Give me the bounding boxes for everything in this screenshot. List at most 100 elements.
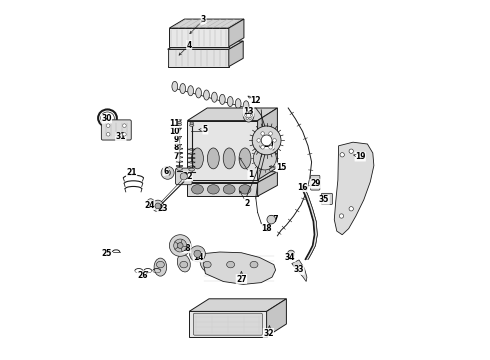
Circle shape: [340, 153, 344, 157]
Text: 24: 24: [145, 201, 155, 210]
Ellipse shape: [177, 254, 190, 272]
Circle shape: [257, 139, 261, 142]
Ellipse shape: [196, 88, 201, 98]
Text: 11: 11: [170, 119, 180, 128]
Ellipse shape: [245, 264, 263, 279]
Polygon shape: [202, 252, 275, 284]
Text: 34: 34: [285, 253, 295, 262]
Circle shape: [106, 124, 110, 127]
Text: 5: 5: [203, 125, 208, 134]
Ellipse shape: [204, 90, 209, 100]
Text: 26: 26: [137, 271, 147, 280]
Circle shape: [267, 215, 275, 224]
Circle shape: [155, 203, 161, 209]
Polygon shape: [187, 172, 277, 183]
Circle shape: [273, 139, 276, 142]
Text: 8: 8: [174, 143, 179, 152]
Text: 13: 13: [244, 107, 254, 116]
Text: 27: 27: [236, 275, 246, 284]
Text: 18: 18: [261, 224, 272, 233]
Text: 14: 14: [193, 253, 203, 262]
Ellipse shape: [192, 148, 203, 169]
Ellipse shape: [223, 261, 238, 277]
Ellipse shape: [239, 185, 251, 194]
Text: 20: 20: [263, 140, 273, 149]
Ellipse shape: [243, 108, 254, 122]
Polygon shape: [187, 121, 258, 180]
Circle shape: [190, 246, 205, 262]
Ellipse shape: [180, 261, 188, 268]
Text: 1: 1: [248, 170, 253, 179]
Circle shape: [261, 135, 272, 146]
Polygon shape: [267, 299, 286, 337]
Text: 28: 28: [180, 244, 191, 253]
Ellipse shape: [156, 261, 164, 268]
Circle shape: [246, 117, 248, 120]
Ellipse shape: [154, 258, 167, 276]
Ellipse shape: [223, 185, 235, 194]
Text: 25: 25: [101, 249, 112, 258]
Circle shape: [161, 166, 174, 179]
Ellipse shape: [227, 96, 233, 107]
Circle shape: [122, 132, 126, 136]
Ellipse shape: [192, 185, 203, 194]
Circle shape: [339, 214, 343, 218]
Circle shape: [170, 235, 191, 256]
Ellipse shape: [188, 86, 194, 96]
Polygon shape: [170, 28, 229, 47]
Text: 31: 31: [116, 132, 126, 141]
Ellipse shape: [189, 168, 195, 171]
Circle shape: [250, 114, 252, 116]
Text: 23: 23: [157, 204, 168, 213]
Text: 10: 10: [170, 127, 180, 136]
Text: 21: 21: [126, 168, 137, 177]
Polygon shape: [258, 108, 277, 180]
Circle shape: [349, 207, 353, 211]
Polygon shape: [258, 172, 277, 196]
Circle shape: [152, 200, 164, 212]
Circle shape: [261, 132, 265, 135]
Polygon shape: [168, 49, 229, 67]
Ellipse shape: [235, 99, 241, 109]
Polygon shape: [187, 108, 277, 121]
FancyBboxPatch shape: [311, 175, 320, 190]
Circle shape: [261, 145, 265, 149]
Circle shape: [122, 124, 126, 127]
FancyBboxPatch shape: [101, 120, 131, 140]
Ellipse shape: [243, 101, 249, 111]
Ellipse shape: [190, 124, 194, 126]
Ellipse shape: [177, 123, 182, 126]
Ellipse shape: [172, 81, 178, 91]
Text: 3: 3: [201, 15, 206, 24]
Text: 16: 16: [297, 183, 308, 192]
Ellipse shape: [203, 261, 211, 268]
Ellipse shape: [207, 148, 219, 169]
Circle shape: [180, 173, 187, 180]
Circle shape: [246, 111, 248, 113]
Polygon shape: [170, 19, 244, 28]
Ellipse shape: [178, 121, 181, 123]
Text: 32: 32: [263, 328, 273, 338]
Ellipse shape: [239, 148, 251, 169]
Circle shape: [253, 147, 276, 170]
Ellipse shape: [212, 92, 217, 102]
Circle shape: [106, 132, 110, 136]
Ellipse shape: [207, 185, 219, 194]
Text: 6: 6: [163, 166, 169, 176]
Ellipse shape: [227, 261, 235, 268]
Polygon shape: [229, 19, 244, 47]
Text: 30: 30: [101, 114, 112, 123]
Ellipse shape: [223, 148, 235, 169]
Ellipse shape: [176, 167, 182, 170]
Circle shape: [245, 114, 247, 116]
Text: 9: 9: [174, 135, 179, 144]
Text: 15: 15: [276, 163, 286, 172]
Circle shape: [249, 111, 251, 113]
Ellipse shape: [200, 256, 214, 273]
Polygon shape: [334, 142, 374, 235]
Circle shape: [174, 239, 187, 252]
Ellipse shape: [220, 94, 225, 104]
Circle shape: [249, 117, 251, 120]
Polygon shape: [189, 299, 286, 311]
Text: 17: 17: [269, 215, 279, 224]
